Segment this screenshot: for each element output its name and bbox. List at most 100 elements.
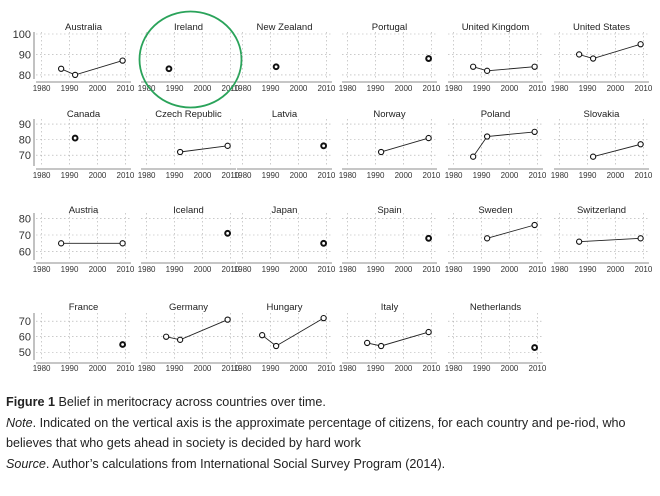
x-tick-label: 1990: [262, 171, 280, 180]
x-tick-label: 1980: [138, 171, 156, 180]
x-tick-label: 1990: [61, 265, 79, 274]
x-tick-label: 1980: [33, 364, 51, 373]
x-tick-label: 2010: [423, 364, 441, 373]
x-tick-label: 1990: [473, 171, 491, 180]
x-tick-label: 1990: [473, 265, 491, 274]
x-tick-label: 2000: [501, 265, 519, 274]
series-line: [592, 143, 641, 158]
x-tick-label: 1990: [367, 171, 385, 180]
x-tick-label: 2000: [501, 84, 519, 93]
x-tick-label: 1980: [234, 171, 252, 180]
x-tick-label: 1980: [339, 171, 357, 180]
y-tick-label: 90: [19, 119, 31, 131]
x-tick-label: 2000: [89, 84, 107, 93]
x-tick-label: 1980: [445, 171, 463, 180]
y-tick-label: 70: [19, 230, 31, 242]
x-tick-label: 2000: [395, 265, 413, 274]
data-point: [377, 342, 385, 350]
x-tick-label: 1980: [234, 84, 252, 93]
panel-united-states: 1980 1990 2000 2010 United States: [551, 22, 653, 93]
data-point: [637, 141, 644, 148]
x-tick-label: 1990: [367, 265, 385, 274]
data-point: [320, 314, 327, 322]
panel-title: New Zealand: [257, 22, 313, 33]
data-point: [637, 41, 644, 48]
panel-title: Sweden: [478, 205, 512, 216]
data-point: [483, 235, 491, 242]
panel-title: Slovakia: [584, 109, 621, 120]
series-line: [578, 43, 641, 59]
x-tick-label: 2010: [318, 171, 336, 180]
source-label: Source: [6, 456, 46, 471]
x-tick-label: 2010: [423, 171, 441, 180]
panel-italy: 1980 1990 2000 2010 Italy: [339, 302, 441, 373]
note-text: . Indicated on the vertical axis is the …: [6, 415, 626, 451]
x-tick-label: 2000: [89, 265, 107, 274]
x-tick-label: 1990: [367, 364, 385, 373]
figure-source: Source. Author’s calculations from Inter…: [6, 454, 656, 475]
data-point: [531, 344, 539, 351]
x-tick-label: 2010: [222, 265, 240, 274]
panel-germany: 1980 1990 2000 2010 Germany: [138, 302, 240, 373]
x-tick-label: 2000: [395, 364, 413, 373]
y-tick-label: 50: [19, 347, 31, 359]
small-multiples-chart: 80 90 100 1980 1990 2000 2010 Australia 1980 1990…: [13, 10, 653, 373]
series-line: [180, 145, 228, 153]
x-tick-label: 1980: [445, 84, 463, 93]
panel-sweden: 1980 1990 2000 2010 Sweden: [445, 205, 547, 274]
data-point: [531, 63, 538, 70]
panel-france: 1980 1990 2000 2010 France: [33, 302, 135, 373]
panel-slovakia: 1980 1990 2000 2010 Slovakia: [551, 109, 653, 180]
data-point: [320, 142, 328, 150]
highlight-circle: [138, 10, 243, 109]
y-tick-label: 80: [19, 213, 31, 225]
panel-title: United States: [573, 22, 630, 33]
data-point: [575, 238, 583, 245]
x-tick-label: 1990: [61, 364, 79, 373]
data-point: [575, 51, 583, 58]
x-tick-label: 1990: [579, 84, 597, 93]
figure-label: Figure 1: [6, 395, 55, 409]
panel-title: Italy: [381, 302, 399, 313]
x-tick-label: 2000: [501, 364, 519, 373]
x-tick-label: 1990: [166, 265, 184, 274]
x-tick-label: 2010: [529, 265, 547, 274]
x-tick-label: 2010: [117, 171, 135, 180]
y-tick-label: 80: [19, 70, 31, 82]
y-tick-label: 60: [19, 247, 31, 259]
panel-netherlands: 1980 1990 2000 2010 Netherlands: [445, 302, 547, 373]
data-point: [176, 148, 184, 156]
data-point: [57, 240, 65, 247]
x-tick-label: 1990: [579, 171, 597, 180]
panel-title: Austria: [69, 205, 99, 216]
x-tick-label: 2010: [529, 171, 547, 180]
panel-title: France: [69, 302, 99, 313]
series-line: [579, 237, 641, 243]
x-tick-label: 2000: [290, 265, 308, 274]
panel-title: Switzerland: [577, 205, 626, 216]
data-point: [176, 336, 184, 343]
series-line: [380, 137, 429, 153]
x-tick-label: 2000: [290, 171, 308, 180]
panel-iceland: 1980 1990 2000 2010 Iceland: [138, 205, 240, 274]
data-point: [531, 221, 538, 229]
x-tick-label: 2010: [222, 364, 240, 373]
y-tick-label: 80: [19, 135, 31, 147]
x-tick-label: 2000: [607, 171, 625, 180]
panel-title: Germany: [169, 302, 208, 313]
x-tick-label: 1980: [551, 171, 569, 180]
panel-austria: 1980 1990 2000 2010 Austria: [33, 205, 135, 274]
x-tick-label: 2010: [423, 84, 441, 93]
x-tick-label: 2000: [607, 84, 625, 93]
x-tick-label: 1980: [33, 171, 51, 180]
panel-switzerland: 1980 1990 2000 2010 Switzerland: [551, 205, 653, 274]
x-tick-label: 2010: [635, 84, 653, 93]
data-point: [320, 239, 328, 247]
x-tick-label: 2000: [194, 364, 212, 373]
figure-title: Belief in meritocracy across countries o…: [55, 395, 326, 409]
x-tick-label: 2000: [194, 171, 212, 180]
panel-norway: 1980 1990 2000 2010 Norway: [339, 109, 441, 180]
x-tick-label: 2000: [194, 265, 212, 274]
panel-australia: 1980 1990 2000 2010 Australia: [33, 22, 135, 93]
data-point: [425, 55, 433, 62]
